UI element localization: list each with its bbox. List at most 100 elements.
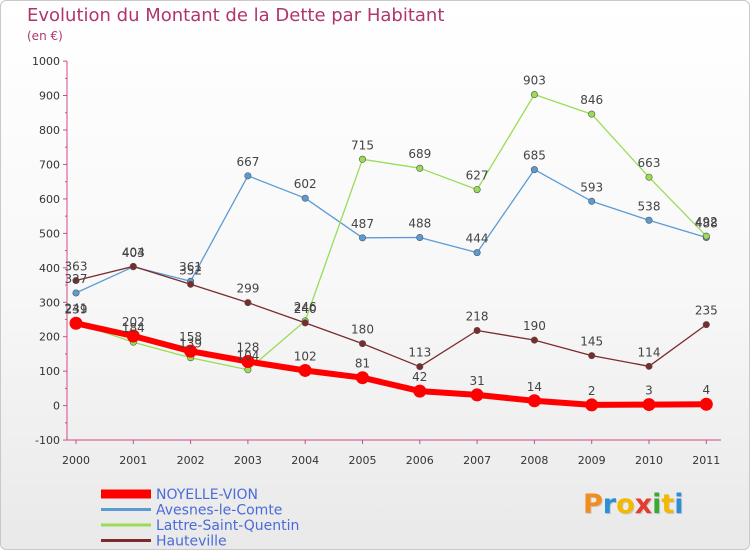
data-point xyxy=(702,232,710,240)
data-label: 114 xyxy=(638,345,661,359)
data-point xyxy=(642,398,656,412)
logo-letter: i xyxy=(674,489,684,520)
data-label: 42 xyxy=(412,370,427,384)
data-point xyxy=(702,321,710,329)
data-label: 184 xyxy=(122,321,145,335)
data-point xyxy=(530,91,538,99)
data-label: 239 xyxy=(65,302,88,316)
x-tick-label: 2002 xyxy=(177,454,205,467)
data-label: 104 xyxy=(236,349,259,363)
data-point xyxy=(416,233,424,241)
data-label: 361 xyxy=(179,260,202,274)
data-point xyxy=(527,394,541,408)
data-point xyxy=(126,329,140,343)
data-point xyxy=(473,326,481,334)
data-point xyxy=(416,164,424,172)
data-point xyxy=(184,344,198,358)
data-point xyxy=(530,336,538,344)
y-tick-label: 500 xyxy=(39,227,60,240)
data-point xyxy=(244,299,252,307)
data-label: 14 xyxy=(527,380,542,394)
data-label: 492 xyxy=(695,215,718,229)
series-line xyxy=(75,93,707,371)
legend-label: Hauteville xyxy=(156,534,227,550)
data-point xyxy=(699,397,713,411)
proxiti-logo: Proxiti xyxy=(583,489,684,520)
data-label: 488 xyxy=(695,216,718,230)
data-label: 352 xyxy=(179,263,202,277)
x-tick-label: 2009 xyxy=(578,454,606,467)
chart-unit-label: (en €) xyxy=(27,29,63,43)
data-label: 627 xyxy=(466,169,489,183)
data-label: 235 xyxy=(695,304,718,318)
x-tick-label: 2003 xyxy=(234,454,262,467)
logo-letter: P xyxy=(583,489,603,520)
legend-label: NOYELLE-VION xyxy=(156,487,258,503)
data-label: 602 xyxy=(294,177,317,191)
data-label: 404 xyxy=(122,245,145,259)
data-label: 403 xyxy=(122,246,145,260)
data-point xyxy=(72,289,80,297)
data-label: 81 xyxy=(355,357,370,371)
x-tick-label: 2007 xyxy=(463,454,491,467)
data-label: 3 xyxy=(645,384,653,398)
data-point xyxy=(645,362,653,370)
data-label: 158 xyxy=(179,330,202,344)
data-label: 487 xyxy=(351,217,374,231)
data-label: 240 xyxy=(294,302,317,316)
y-tick-label: 600 xyxy=(39,193,60,206)
y-tick-label: 400 xyxy=(39,262,60,275)
data-point xyxy=(244,172,252,180)
data-label: 2 xyxy=(588,384,596,398)
series-line xyxy=(75,168,707,294)
y-tick-label: 900 xyxy=(39,90,60,103)
data-label: 488 xyxy=(408,216,431,230)
y-tick-label: 100 xyxy=(39,365,60,378)
data-label: 241 xyxy=(65,302,88,316)
x-tick-label: 2001 xyxy=(119,454,147,467)
data-label: 190 xyxy=(523,319,546,333)
x-tick-label: 2005 xyxy=(349,454,377,467)
data-point xyxy=(298,363,312,377)
data-label: 685 xyxy=(523,149,546,163)
data-point xyxy=(645,173,653,181)
x-tick-label: 2000 xyxy=(62,454,90,467)
chart-title: Evolution du Montant de la Dette par Hab… xyxy=(27,5,445,26)
legend-label: Avesnes-le-Comte xyxy=(156,503,282,519)
data-point xyxy=(473,186,481,194)
data-point xyxy=(585,398,599,412)
data-label: 4 xyxy=(702,383,710,397)
data-label: 715 xyxy=(351,138,374,152)
y-tick-label: 0 xyxy=(53,400,60,413)
data-point xyxy=(301,194,309,202)
data-label: 667 xyxy=(236,155,259,169)
data-point xyxy=(241,355,255,369)
y-tick-label: 300 xyxy=(39,296,60,309)
data-label: 689 xyxy=(408,147,431,161)
data-point xyxy=(588,197,596,205)
data-point xyxy=(588,352,596,360)
y-tick-label: 200 xyxy=(39,331,60,344)
x-tick-label: 2010 xyxy=(635,454,663,467)
data-label: 538 xyxy=(638,199,661,213)
logo-letter: o xyxy=(616,489,635,520)
x-tick-label: 2006 xyxy=(406,454,434,467)
data-point xyxy=(69,316,83,330)
data-point xyxy=(72,277,80,285)
legend-label: Lattre-Saint-Quentin xyxy=(156,518,299,534)
y-tick-label: 800 xyxy=(39,124,60,137)
data-point xyxy=(416,363,424,371)
data-label: 202 xyxy=(122,315,145,329)
data-point xyxy=(588,110,596,118)
data-label: 327 xyxy=(65,272,88,286)
data-label: 593 xyxy=(580,180,603,194)
series-line xyxy=(75,320,707,408)
x-tick-label: 2008 xyxy=(520,454,548,467)
data-point xyxy=(129,262,137,270)
data-label: 180 xyxy=(351,323,374,337)
series-line xyxy=(75,265,707,368)
data-label: 139 xyxy=(179,337,202,351)
data-point xyxy=(413,384,427,398)
